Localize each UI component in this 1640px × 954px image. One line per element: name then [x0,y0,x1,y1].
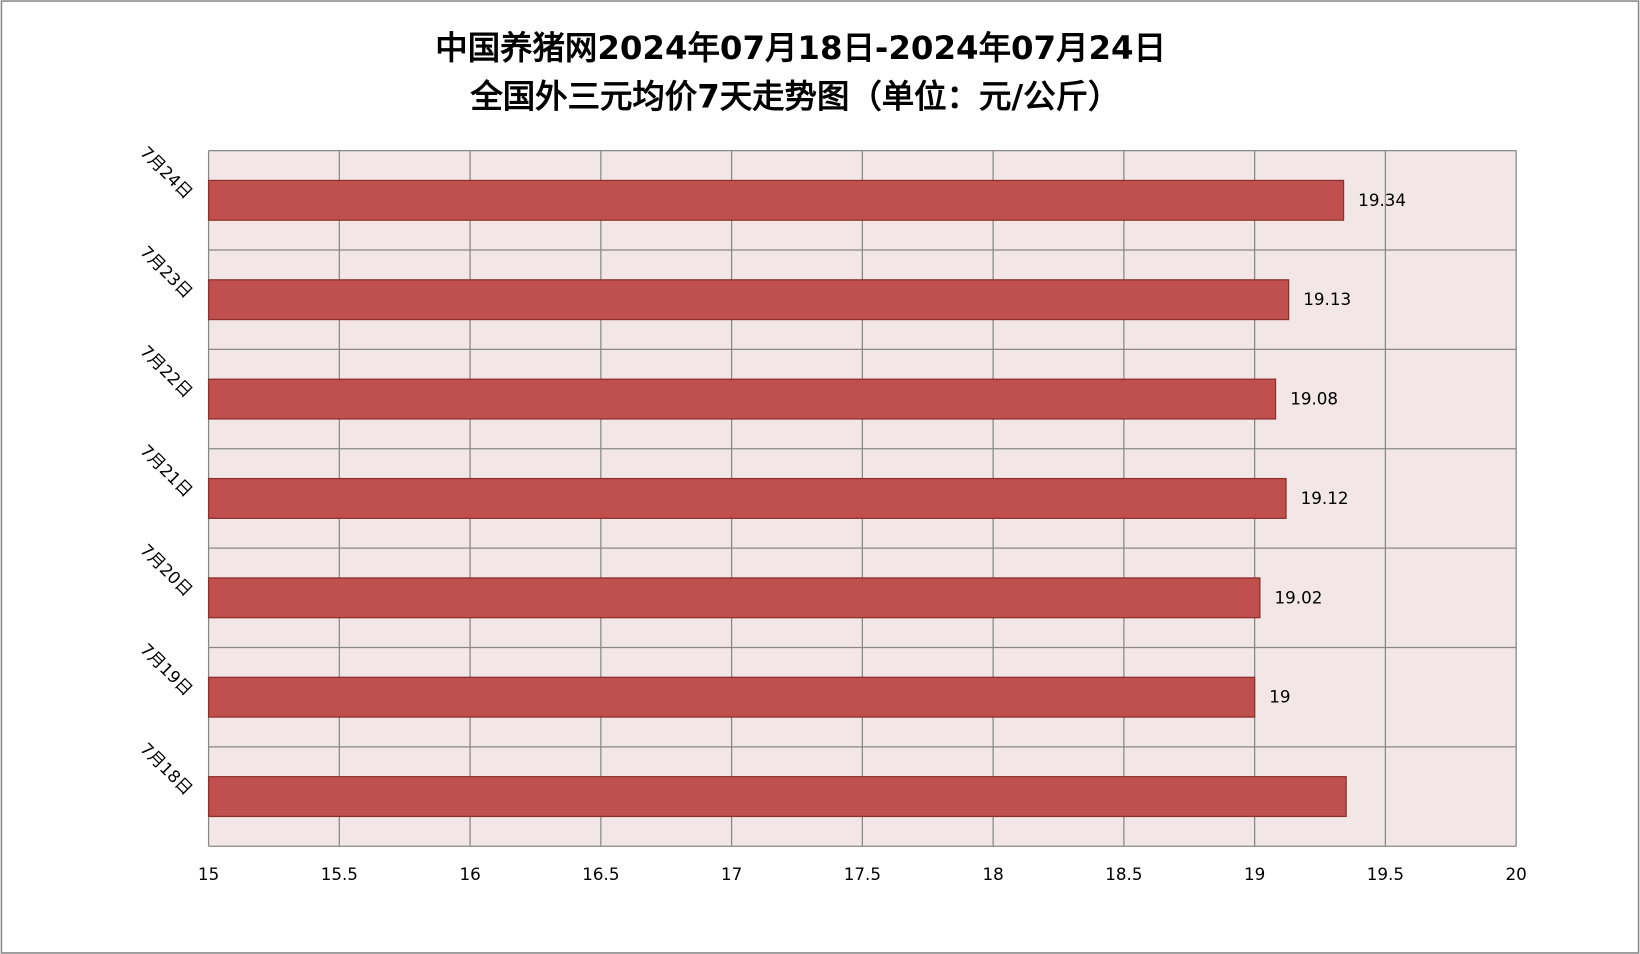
bar [207,179,1345,221]
bar [207,378,1277,420]
data-label: 19.13 [1303,289,1351,309]
data-label: 19.12 [1301,488,1349,508]
data-label: 19.08 [1290,389,1338,409]
x-tick-label: 18.5 [1105,864,1142,884]
x-tick-label: 15 [198,864,219,884]
bar [207,279,1290,321]
x-tick-label: 16.5 [582,864,619,884]
bar [207,577,1261,619]
x-tick-label: 16 [459,864,480,884]
x-tick-label: 18 [982,864,1003,884]
chart-title: 中国养猪网2024年07月18日-2024年07月24日 [435,29,1166,67]
bar [207,676,1256,718]
data-label: 19.34 [1358,190,1406,210]
x-tick-label: 19.5 [1367,864,1404,884]
data-label: 19 [1269,687,1290,707]
x-tick-label: 17.5 [844,864,881,884]
data-label: 19.02 [1275,587,1323,607]
x-tick-label: 15.5 [321,864,358,884]
x-tick-label: 17 [721,864,742,884]
bar [207,776,1347,818]
x-tick-label: 20 [1506,864,1527,884]
bar [207,477,1287,519]
x-tick-label: 19 [1244,864,1265,884]
chart-subtitle: 全国外三元均价7天走势图（单位：元/公斤） [469,77,1120,115]
